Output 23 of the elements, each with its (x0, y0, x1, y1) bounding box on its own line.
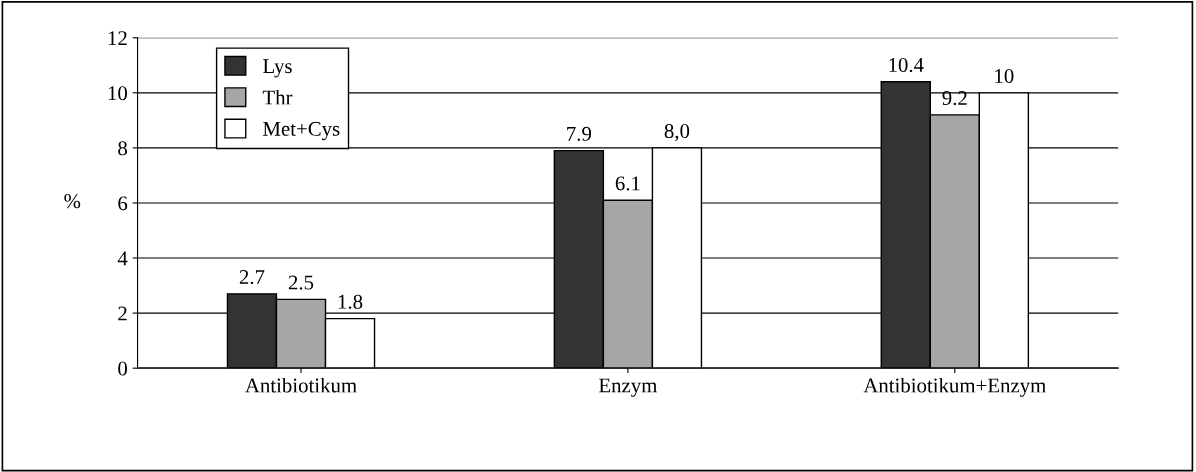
y-tick-label: 12 (108, 31, 127, 45)
legend-label: Lys (263, 59, 292, 78)
data-label: 9.2 (942, 91, 967, 106)
data-label: 10.4 (889, 57, 924, 73)
data-label: 6.1 (615, 176, 640, 191)
y-tick-label: 10 (108, 86, 128, 101)
data-label: 2.7 (239, 270, 265, 285)
y-tick-label: 8 (118, 141, 128, 156)
data-label: 1.8 (338, 294, 363, 309)
y-tick-label: 0 (118, 361, 128, 376)
y-tick-label: 6 (118, 196, 128, 211)
legend-label: Thr (262, 89, 293, 105)
x-tick-label: Antibiotikum (245, 377, 357, 393)
y-tick-label: 2 (118, 306, 127, 321)
x-tick-label: Enzym (598, 378, 658, 397)
y-axis-title: % (64, 194, 81, 209)
data-label: 2.5 (288, 275, 314, 290)
data-label: 10 (995, 68, 1014, 84)
x-tick-label: Antibiotikum+Enzym (863, 377, 1046, 397)
legend-label: Met+Cys (263, 121, 340, 141)
y-tick-label: 4 (117, 251, 128, 266)
data-label: 8,0 (664, 124, 690, 142)
data-label: 7.9 (567, 126, 592, 141)
